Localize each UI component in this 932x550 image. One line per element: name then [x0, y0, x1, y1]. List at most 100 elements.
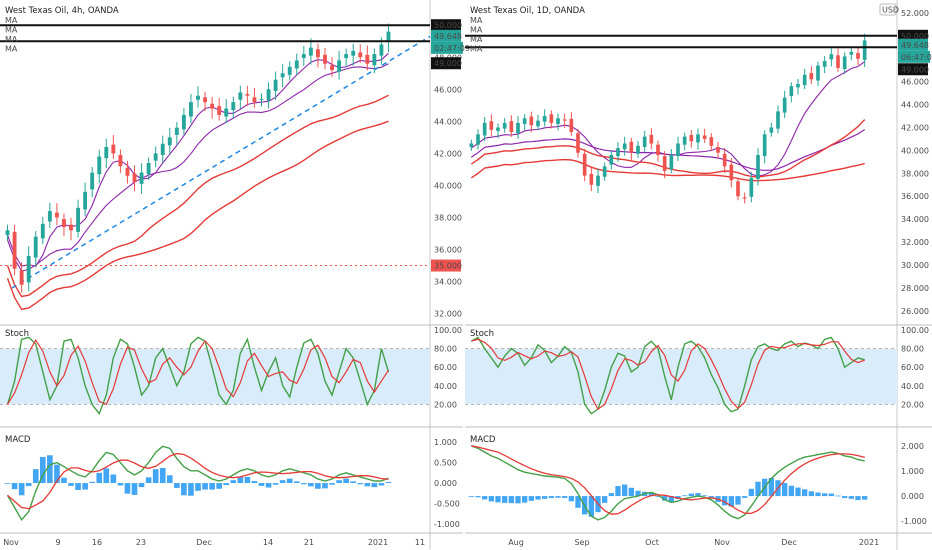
candle-body[interactable] — [379, 44, 384, 56]
candle-body[interactable] — [358, 52, 363, 58]
candle-body[interactable] — [97, 156, 102, 175]
candle-body[interactable] — [280, 73, 285, 78]
candle-body[interactable] — [682, 136, 687, 145]
candle-body[interactable] — [662, 156, 667, 172]
candle-body[interactable] — [189, 102, 193, 117]
candle-body[interactable] — [54, 212, 59, 218]
candle-body[interactable] — [862, 40, 867, 60]
candle-body[interactable] — [696, 134, 700, 143]
candle-body[interactable] — [749, 177, 754, 197]
candle-body[interactable] — [742, 197, 747, 199]
candle-body[interactable] — [536, 120, 540, 127]
candle-body[interactable] — [33, 236, 38, 258]
candle-body[interactable] — [132, 173, 137, 183]
candle-body[interactable] — [139, 172, 144, 184]
candle-body[interactable] — [301, 54, 306, 59]
candle-body[interactable] — [83, 191, 88, 210]
candle-body[interactable] — [146, 163, 151, 175]
candle-body[interactable] — [476, 134, 480, 145]
candle-body[interactable] — [596, 175, 600, 186]
candle-body[interactable] — [245, 94, 250, 96]
candle-body[interactable] — [689, 134, 694, 142]
candle-body[interactable] — [802, 74, 807, 86]
candle-body[interactable] — [716, 146, 720, 153]
candle-body[interactable] — [273, 79, 278, 91]
candle-body[interactable] — [569, 118, 574, 133]
candle-body[interactable] — [829, 54, 834, 60]
candle-body[interactable] — [629, 141, 634, 153]
candle-body[interactable] — [104, 146, 109, 159]
candle-body[interactable] — [224, 108, 229, 117]
candle-body[interactable] — [729, 164, 734, 181]
candle-body[interactable] — [153, 153, 158, 161]
candle-body[interactable] — [287, 66, 292, 75]
candle-body[interactable] — [556, 118, 560, 125]
candle-body[interactable] — [782, 97, 787, 113]
candle-body[interactable] — [576, 133, 580, 153]
candle-body[interactable] — [836, 55, 840, 68]
left-chart-4h[interactable]: 32.000 34.000 36.000 38.000 40.000 42.000 44.0… — [0, 0, 470, 550]
candle-body[interactable] — [174, 127, 179, 135]
trend-line[interactable] — [11, 35, 431, 289]
candle-body[interactable] — [656, 144, 660, 155]
candle-body[interactable] — [482, 122, 487, 136]
candle-body[interactable] — [796, 83, 800, 88]
candle-body[interactable] — [372, 54, 377, 66]
candle-body[interactable] — [196, 95, 200, 100]
candle-body[interactable] — [602, 166, 607, 177]
candle-body[interactable] — [365, 54, 370, 64]
candle-body[interactable] — [231, 102, 236, 111]
candle-body[interactable] — [516, 122, 520, 134]
candle-body[interactable] — [337, 60, 342, 72]
candle-body[interactable] — [125, 167, 130, 176]
candle-body[interactable] — [542, 116, 547, 122]
candle-body[interactable] — [19, 270, 24, 285]
candle-body[interactable] — [856, 52, 860, 59]
candle-body[interactable] — [762, 134, 767, 157]
candle-body[interactable] — [118, 154, 123, 167]
candle-body[interactable] — [266, 89, 271, 101]
candle-body[interactable] — [62, 219, 66, 228]
candle-body[interactable] — [167, 137, 172, 146]
candle-body[interactable] — [816, 65, 820, 81]
candle-body[interactable] — [5, 230, 10, 236]
candle-body[interactable] — [702, 135, 707, 139]
candle-body[interactable] — [636, 145, 640, 154]
candle-body[interactable] — [722, 153, 727, 167]
candle-body[interactable] — [756, 154, 760, 180]
candle-body[interactable] — [47, 211, 52, 222]
candle-body[interactable] — [12, 231, 17, 269]
candle-body[interactable] — [160, 143, 165, 155]
currency-badge-bg[interactable] — [879, 3, 897, 16]
candle-body[interactable] — [90, 172, 95, 190]
candle-body[interactable] — [181, 114, 186, 130]
candle-body[interactable] — [351, 50, 356, 56]
candle-body[interactable] — [294, 60, 299, 69]
candle-body[interactable] — [849, 51, 854, 55]
candle-body[interactable] — [809, 73, 814, 80]
candle-body[interactable] — [529, 116, 534, 126]
candle-body[interactable] — [330, 65, 334, 71]
candle-body[interactable] — [217, 106, 222, 115]
candle-body[interactable] — [203, 97, 207, 103]
candle-body[interactable] — [642, 136, 647, 147]
candle-body[interactable] — [69, 224, 73, 231]
candle-body[interactable] — [549, 114, 554, 123]
candle-body[interactable] — [502, 122, 507, 129]
candle-body[interactable] — [259, 98, 264, 100]
candle-body[interactable] — [616, 148, 620, 157]
candle-body[interactable] — [489, 121, 494, 130]
candle-body[interactable] — [789, 86, 794, 96]
candle-body[interactable] — [308, 47, 313, 56]
candle-body[interactable] — [736, 181, 740, 197]
candle-body[interactable] — [822, 61, 827, 67]
candle-body[interactable] — [496, 127, 500, 131]
candle-body[interactable] — [769, 127, 774, 133]
candle-body[interactable] — [469, 143, 474, 147]
right-chart-1d[interactable]: 26.000 28.000 30.000 32.000 34.000 36.000 38.0… — [465, 0, 932, 550]
candle-body[interactable] — [323, 54, 327, 64]
candle-body[interactable] — [40, 223, 45, 239]
candle-body[interactable] — [111, 144, 116, 154]
candle-body[interactable] — [238, 92, 243, 100]
candle-body[interactable] — [649, 134, 654, 144]
